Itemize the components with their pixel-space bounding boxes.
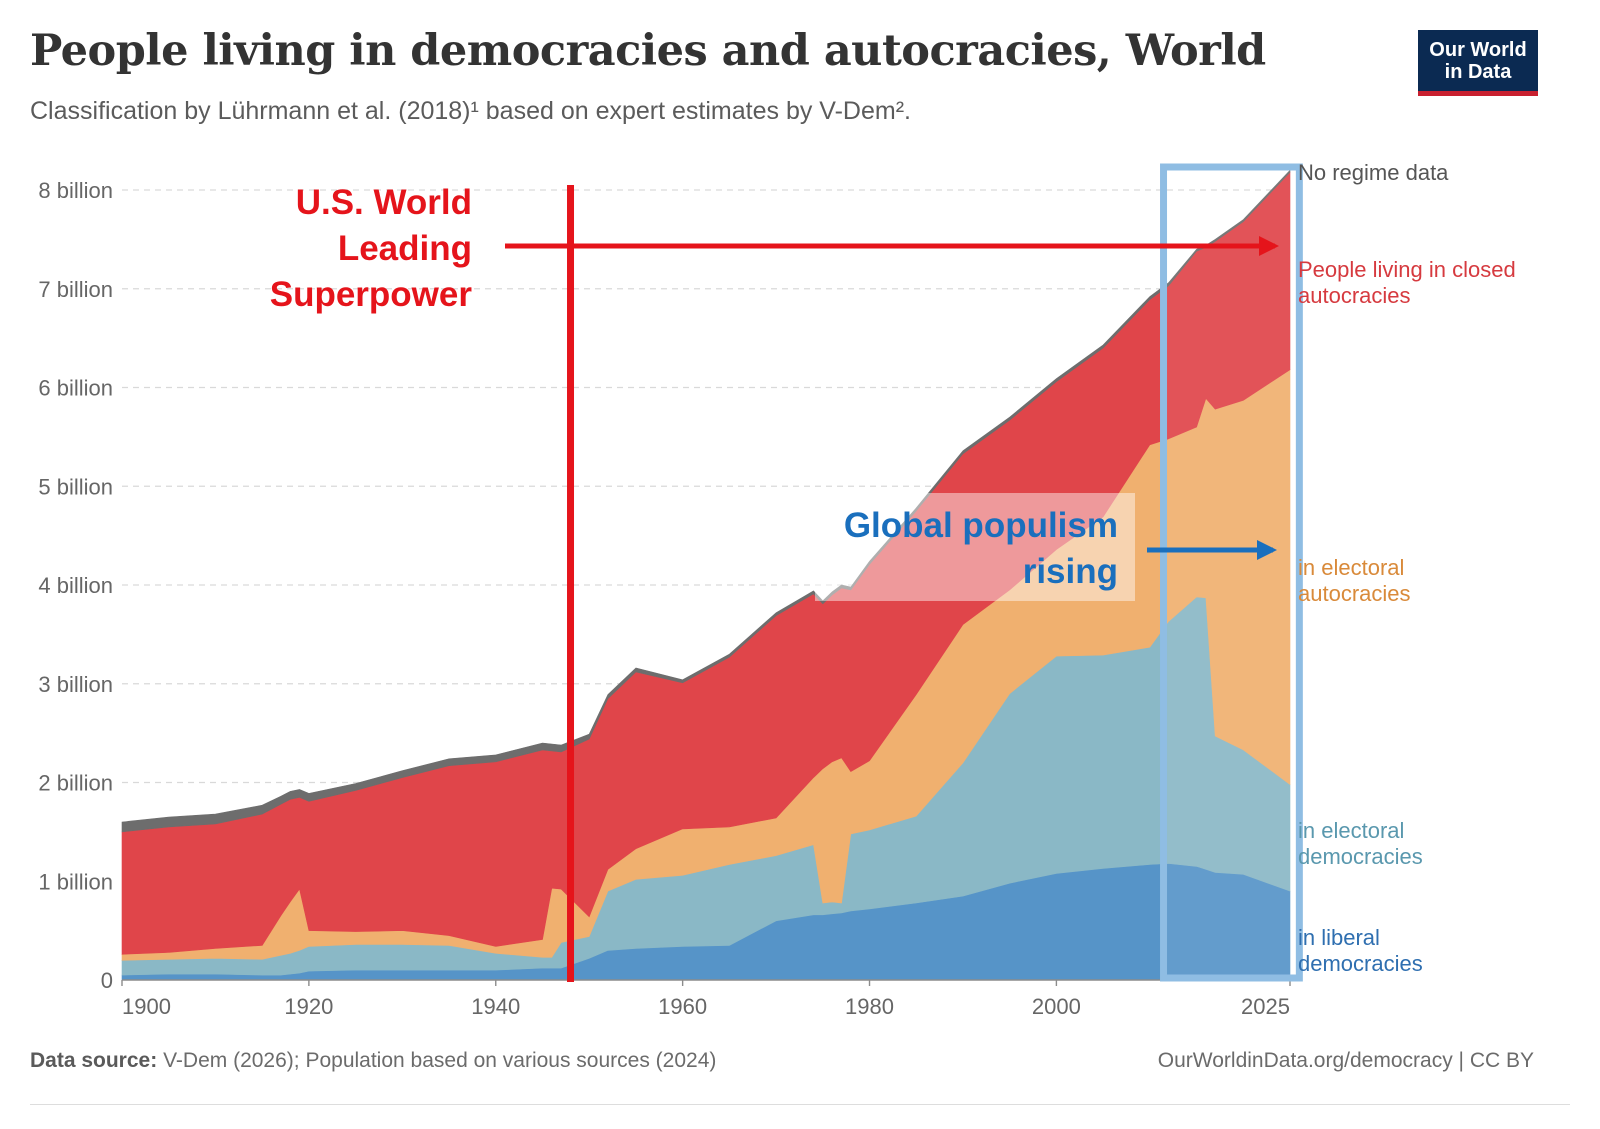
series-label-closed-text: People living in closed autocracies [1298, 257, 1516, 308]
y-tick-label: 7 billion [38, 277, 113, 302]
series-label-electoral-democracies-text: in electoral democracies [1298, 818, 1423, 869]
series-label-no-regime: No regime data [1298, 160, 1448, 186]
series-label-electoral-autocracies: in electoral autocracies [1298, 555, 1438, 607]
y-tick-label: 5 billion [38, 474, 113, 499]
series-label-no-regime-text: No regime data [1298, 160, 1449, 185]
footer-divider [30, 1104, 1570, 1105]
populism-label-background [815, 493, 1135, 601]
logo-line-2: in Data [1444, 61, 1512, 83]
y-tick-label: 0 [101, 968, 113, 993]
x-tick-label: 2025 [1241, 994, 1290, 1019]
us-superpower-annotation: U.S. World Leading Superpower [270, 180, 472, 318]
data-source: Data source: V-Dem (2026); Population ba… [30, 1049, 716, 1073]
x-tick-label: 1900 [122, 994, 171, 1019]
recent-years-highlight-box [1160, 163, 1303, 982]
series-label-liberal: in liberal democracies [1298, 925, 1448, 977]
y-tick-label: 3 billion [38, 672, 113, 697]
page-subtitle: Classification by Lührmann et al. (2018)… [30, 97, 911, 125]
data-source-text: V-Dem (2026); Population based on variou… [163, 1049, 717, 1072]
page-title: People living in democracies and autocra… [30, 26, 1266, 76]
y-tick-label: 8 billion [38, 178, 113, 203]
x-tick-label: 1920 [284, 994, 333, 1019]
y-tick-label: 6 billion [38, 376, 113, 401]
y-tick-label: 4 billion [38, 573, 113, 598]
logo-line-1: Our World [1429, 39, 1527, 61]
populism-annotation-line-1: Global populism [843, 506, 1118, 545]
series-label-liberal-text: in liberal democracies [1298, 925, 1423, 976]
series-label-closed: People living in closed autocracies [1298, 257, 1518, 309]
x-tick-label: 1960 [658, 994, 707, 1019]
us-annotation-line-2: Leading [337, 229, 472, 268]
series-label-electoral-democracies: in electoral democracies [1298, 818, 1448, 870]
y-tick-label: 2 billion [38, 771, 113, 796]
us-annotation-line-1: U.S. World [295, 183, 472, 222]
populism-annotation: Global populism rising [844, 503, 1118, 595]
y-tick-label: 1 billion [38, 869, 113, 894]
data-source-label: Data source: [30, 1049, 158, 1072]
x-tick-label: 1980 [845, 994, 894, 1019]
us-annotation-line-3: Superpower [269, 275, 472, 314]
series-label-electoral-autocracies-text: in electoral autocracies [1298, 555, 1411, 606]
area-no-regime-data [121, 169, 1291, 833]
populism-annotation-line-2: rising [1022, 552, 1118, 591]
owid-logo[interactable]: Our World in Data [1418, 30, 1538, 96]
x-tick-label: 2000 [1032, 994, 1081, 1019]
x-tick-label: 1940 [471, 994, 520, 1019]
credit-link[interactable]: OurWorldinData.org/democracy | CC BY [1157, 1049, 1534, 1072]
